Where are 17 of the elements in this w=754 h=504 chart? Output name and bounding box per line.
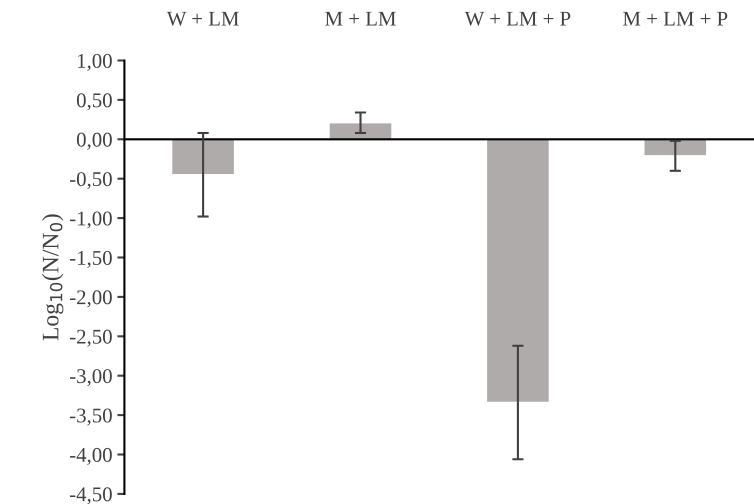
y-tick-label: -4,00: [70, 448, 112, 465]
x-tick-label: M + LM + P: [623, 12, 728, 26]
y-tick-label: -1,50: [70, 250, 112, 268]
x-tick-label: W + LM + P: [464, 12, 570, 26]
y-tick-label: -3,50: [70, 408, 112, 426]
y-tick-label: -2,50: [70, 330, 112, 347]
y-tick-label: 1,00: [78, 54, 112, 71]
y-tick-label: -3,00: [70, 369, 112, 386]
y-tick-label: 0,00: [76, 132, 112, 150]
y-tick-label: 0,50: [76, 93, 112, 110]
y-tick-label: -2,00: [70, 290, 112, 308]
x-tick-label: M + LM: [325, 12, 396, 26]
y-tick-label: -4,50: [70, 487, 112, 504]
y-tick-label: -1,00: [70, 211, 112, 229]
x-tick-label: W + LM: [166, 12, 239, 26]
y-tick-label: -0,50: [70, 172, 112, 190]
y-axis-title: Log$_{10}$(N/N$_{0}$): [42, 214, 64, 340]
